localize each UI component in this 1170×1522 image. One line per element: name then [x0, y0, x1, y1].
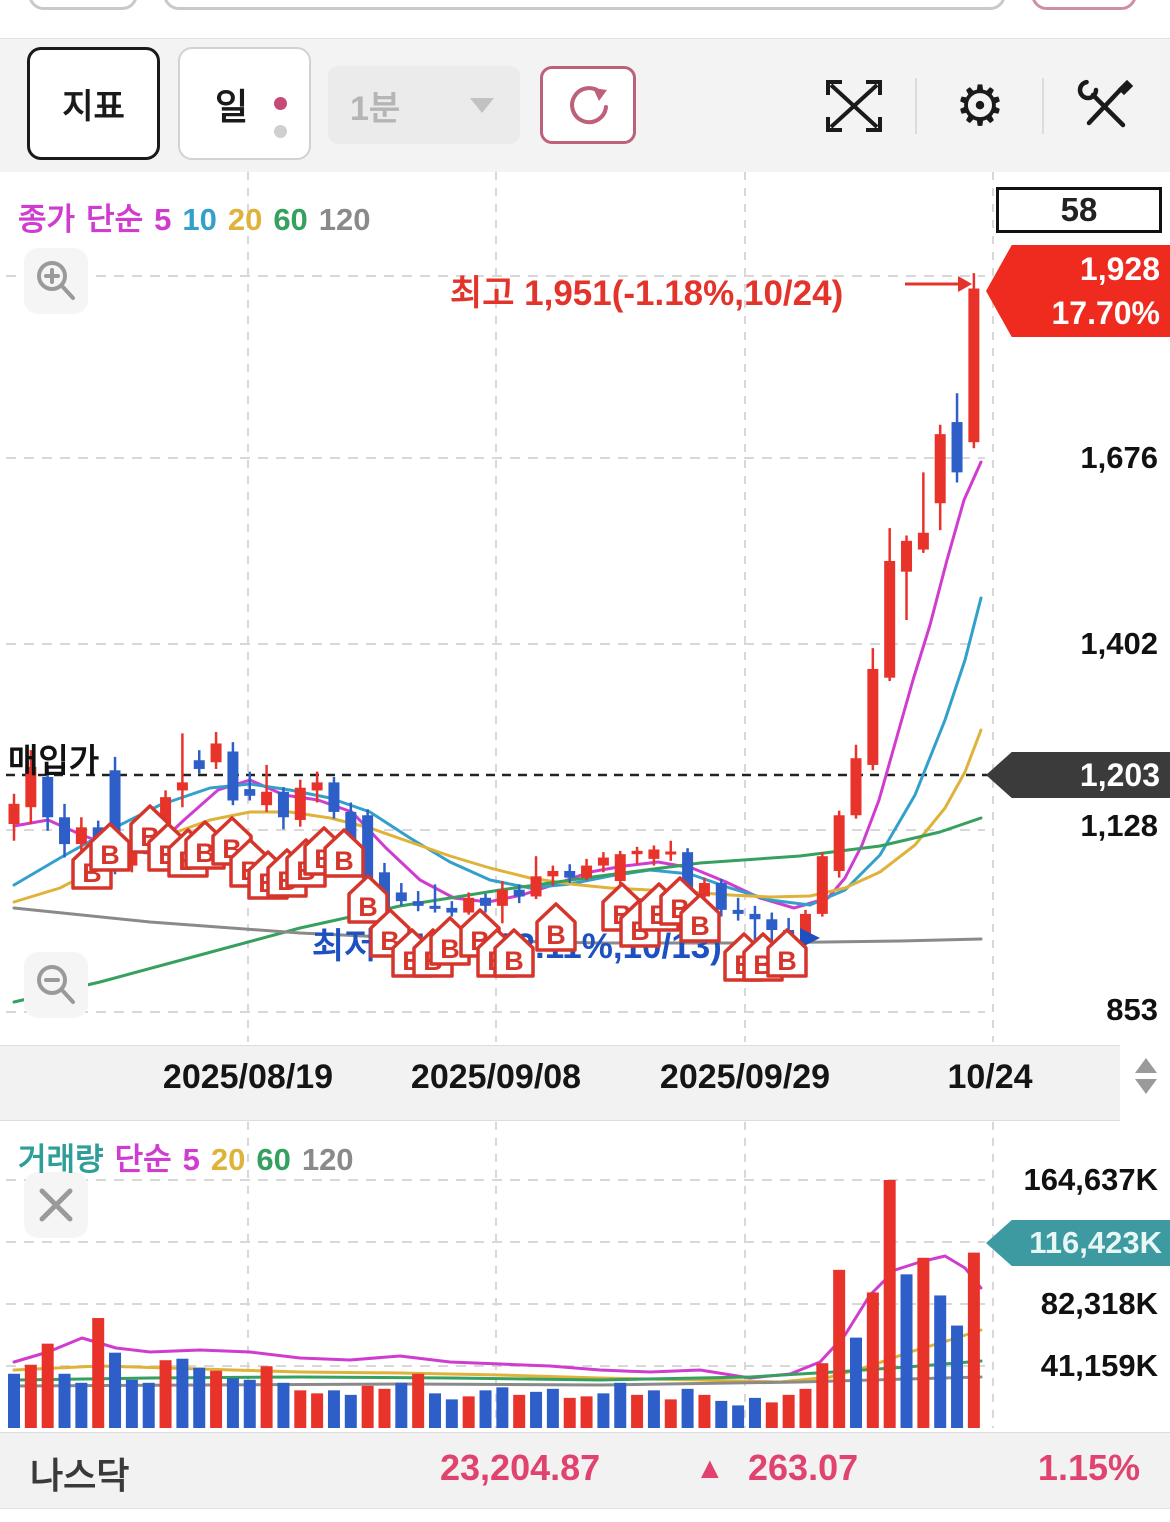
legend-title: 종가 [18, 202, 76, 237]
legend-type: 단순 [86, 202, 144, 237]
index-change: 263.07 [748, 1447, 859, 1488]
legend-period-60: 60 [256, 1142, 291, 1177]
index-value: 23,204.87 [440, 1447, 601, 1488]
low-annotation: 최저 953(+102.11%,10/13) [312, 927, 722, 966]
index-change-pct: 1.15% [1037, 1447, 1140, 1488]
close-volume-button[interactable] [24, 1172, 88, 1238]
buy-price-value: 1,203 [1079, 757, 1160, 793]
axis-tick-label: 2025/09/08 [410, 1058, 582, 1096]
index-change-arrow-icon: ▲ [695, 1452, 725, 1485]
axis-tick-label: 1,402 [1080, 626, 1158, 661]
zoom-out-button[interactable] [24, 952, 88, 1018]
chevron-down-icon [470, 98, 494, 113]
period-button[interactable]: 일 [178, 47, 311, 160]
period-dot-active [274, 97, 287, 110]
tools-button[interactable] [1069, 72, 1141, 140]
period-dot-inactive [274, 125, 287, 138]
zoom-in-icon [37, 261, 75, 300]
high-annotation: 최고 1,951(-1.18%,10/24) [450, 274, 844, 313]
stepper-up-icon[interactable] [1135, 1058, 1157, 1073]
legend-period-5: 5 [182, 1142, 200, 1177]
current-price-badge: 1,928 17.70% [986, 245, 1170, 337]
settings-button[interactable]: ⚙ [944, 72, 1016, 140]
axis-tick-label: 10/24 [947, 1058, 1033, 1096]
tools-icon [1077, 79, 1134, 128]
refresh-button[interactable] [540, 66, 636, 144]
axis-tick-label: 1,676 [1080, 440, 1158, 475]
legend-period-5: 5 [154, 202, 172, 237]
period-button-label: 일 [214, 85, 249, 127]
index-name: 나스닥 [30, 1455, 130, 1496]
bar-count-box: 58 [996, 187, 1162, 233]
gear-icon: ⚙ [954, 74, 1006, 137]
buy-price-badge: 1,203 [986, 752, 1170, 798]
refresh-icon [570, 86, 608, 125]
toolbar-divider-2 [1042, 78, 1044, 134]
volume-legend: 거래량 단순 5 20 60 120 [18, 1134, 354, 1179]
interval-select[interactable]: 1분 [328, 66, 520, 144]
bar-count-value: 58 [1060, 191, 1098, 228]
legend-period-120: 120 [318, 202, 371, 237]
expand-button[interactable] [818, 72, 890, 140]
price-legend: 종가 단순 5 10 20 60 120 [18, 194, 371, 239]
axis-stepper[interactable] [1126, 1056, 1166, 1112]
axis-tick-label: 164,637K [1023, 1162, 1158, 1197]
indicator-button-label: 지표 [62, 88, 125, 126]
legend-period-20: 20 [227, 202, 263, 237]
last-volume-badge: 116,423K [986, 1220, 1170, 1266]
current-price-value: 1,928 [1079, 251, 1160, 287]
zoom-in-button[interactable] [24, 248, 88, 314]
legend-period-60: 60 [273, 202, 308, 237]
axis-tick-label: 41,159K [1040, 1348, 1158, 1383]
legend-type: 단순 [114, 1142, 172, 1177]
index-bottom-bar[interactable] [0, 1432, 1170, 1509]
current-change-pct: 17.70% [1051, 295, 1160, 331]
zoom-out-icon [37, 965, 75, 1004]
indicator-button[interactable]: 지표 [27, 47, 160, 160]
legend-period-20: 20 [210, 1142, 246, 1177]
legend-title: 거래량 [18, 1142, 104, 1177]
buy-price-label: 매입가 [8, 742, 100, 779]
legend-period-10: 10 [182, 202, 217, 237]
toolbar-divider-1 [915, 78, 917, 134]
axis-tick-label: 82,318K [1040, 1286, 1158, 1321]
close-icon [39, 1188, 73, 1222]
last-volume-value: 116,423K [1029, 1225, 1162, 1260]
stepper-down-icon[interactable] [1135, 1079, 1157, 1094]
date-axis-bar[interactable] [0, 1045, 1120, 1121]
expand-icon [826, 80, 882, 132]
axis-tick-label: 2025/08/19 [162, 1058, 334, 1096]
interval-select-value: 1분 [350, 89, 401, 128]
axis-tick-label: 853 [1106, 992, 1158, 1027]
legend-period-120: 120 [301, 1142, 354, 1177]
axis-tick-label: 1,128 [1080, 808, 1158, 843]
axis-tick-label: 2025/09/29 [659, 1058, 831, 1096]
